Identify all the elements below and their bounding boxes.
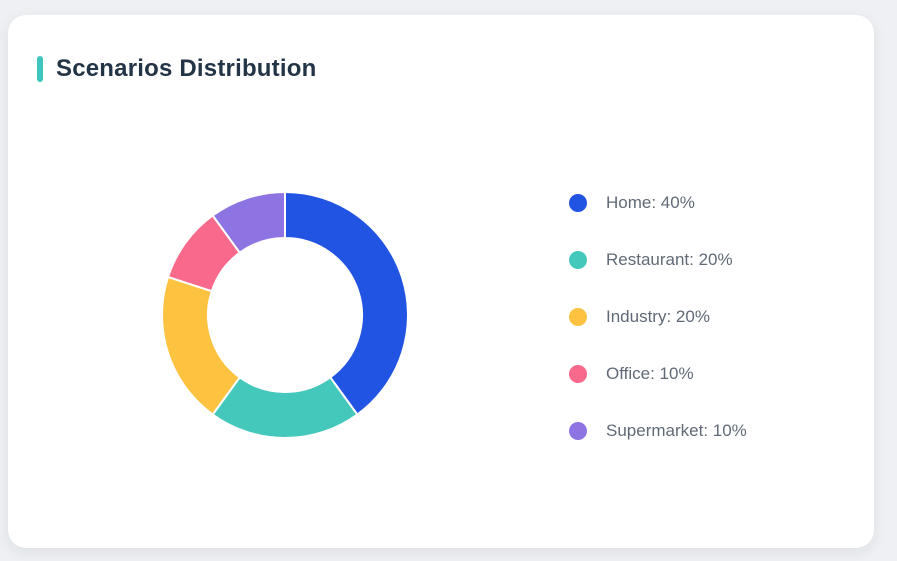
legend-label: Supermarket: 10%	[606, 421, 747, 440]
legend-label: Office: 10%	[606, 364, 694, 383]
donut-chart-area: Home: 40% Restaurant: 20% Industry: 20% …	[8, 15, 874, 548]
legend-item-office[interactable]: Office: 10%	[569, 364, 747, 383]
legend-label: Industry: 20%	[606, 307, 710, 326]
legend-item-industry[interactable]: Industry: 20%	[569, 307, 747, 326]
legend-swatch-circle	[569, 251, 587, 269]
title-accent-bar	[37, 56, 43, 82]
chart-legend: Home: 40% Restaurant: 20% Industry: 20% …	[569, 193, 747, 479]
scenarios-distribution-card: Scenarios Distribution Home: 40% Restaur…	[8, 15, 874, 548]
pie-slice-industry[interactable]	[161, 275, 241, 416]
legend-swatch-circle	[569, 194, 587, 212]
legend-label: Restaurant: 20%	[606, 250, 733, 269]
legend-swatch-circle	[569, 365, 587, 383]
donut-chart[interactable]	[155, 185, 415, 445]
card-header: Scenarios Distribution	[37, 55, 316, 83]
page-title: Scenarios Distribution	[56, 55, 317, 82]
legend-item-restaurant[interactable]: Restaurant: 20%	[569, 250, 747, 269]
legend-label: Home: 40%	[606, 193, 695, 212]
pie-slice-supermarket[interactable]	[211, 191, 286, 254]
legend-item-supermarket[interactable]: Supermarket: 10%	[569, 421, 747, 440]
pie-slice-home[interactable]	[284, 191, 409, 416]
legend-swatch-circle	[569, 422, 587, 440]
legend-swatch-circle	[569, 308, 587, 326]
pie-slice-restaurant[interactable]	[211, 376, 359, 439]
legend-item-home[interactable]: Home: 40%	[569, 193, 747, 212]
